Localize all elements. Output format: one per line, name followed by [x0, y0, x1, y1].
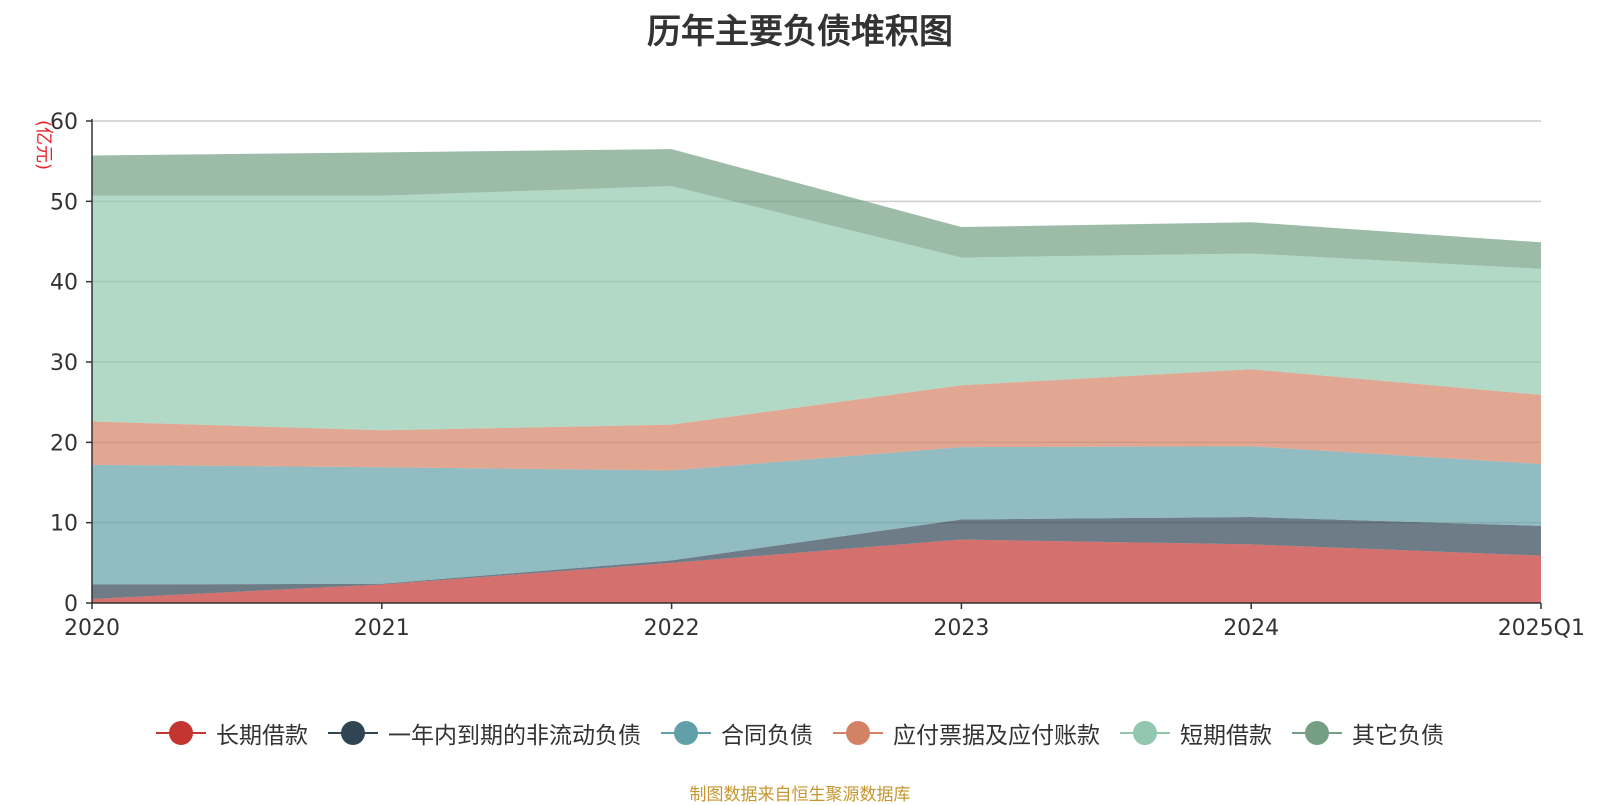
- legend-marker-icon: [661, 721, 711, 745]
- area-series-6: [92, 149, 1541, 269]
- x-tick-label: 2023: [933, 616, 989, 641]
- source-note: 制图数据来自恒生聚源数据库: [689, 785, 911, 805]
- area-series-3: [92, 446, 1541, 585]
- legend-marker-icon: [833, 721, 883, 745]
- legend-label: 合同负债: [721, 723, 813, 749]
- legend-item[interactable]: 一年内到期的非流动负债: [328, 716, 641, 750]
- y-axis-unit-label: (亿元): [33, 120, 54, 170]
- legend-item[interactable]: 合同负债: [661, 716, 813, 750]
- x-tick-label: 2024: [1223, 616, 1279, 641]
- legend-marker-icon: [156, 721, 206, 745]
- x-tick-label: 2025Q1: [1498, 616, 1585, 641]
- legend-label: 一年内到期的非流动负债: [388, 723, 641, 749]
- area-series-5: [92, 186, 1541, 431]
- legend-item[interactable]: 短期借款: [1120, 716, 1272, 750]
- area-series-4: [92, 369, 1541, 471]
- y-tick-label: 20: [50, 431, 78, 456]
- y-tick-label: 10: [50, 512, 78, 537]
- legend-marker-icon: [1292, 721, 1342, 745]
- legend-label: 应付票据及应付账款: [893, 723, 1100, 749]
- legend-item[interactable]: 其它负债: [1292, 716, 1444, 750]
- legend-marker-icon: [328, 721, 378, 745]
- chart-title: 历年主要负债堆积图: [647, 12, 953, 52]
- legend-marker-icon: [1120, 721, 1170, 745]
- y-tick-label: 50: [50, 190, 78, 215]
- x-tick-label: 2020: [64, 616, 120, 641]
- legend: 长期借款 一年内到期的非流动负债 合同负债 应付票据及应付账款 短期借款 其它负债: [0, 716, 1600, 750]
- area-series-2: [92, 517, 1541, 599]
- area-series-layer: [92, 149, 1541, 603]
- y-tick-label: 0: [64, 592, 78, 617]
- legend-label: 其它负债: [1352, 723, 1444, 749]
- y-tick-label: 40: [50, 271, 78, 296]
- x-tick-label: 2021: [354, 616, 410, 641]
- area-series-1: [92, 539, 1541, 603]
- y-tick-label: 60: [50, 110, 78, 135]
- legend-label: 长期借款: [216, 723, 308, 749]
- legend-item[interactable]: 应付票据及应付账款: [833, 716, 1100, 750]
- x-tick-label: 2022: [644, 616, 700, 641]
- axes: 0 10 20 30 40 50 60 2020 2021 2022 2023 2024 2025Q1: [50, 110, 1585, 641]
- legend-label: 短期借款: [1180, 723, 1272, 749]
- y-tick-label: 30: [50, 351, 78, 376]
- legend-item[interactable]: 长期借款: [156, 716, 308, 750]
